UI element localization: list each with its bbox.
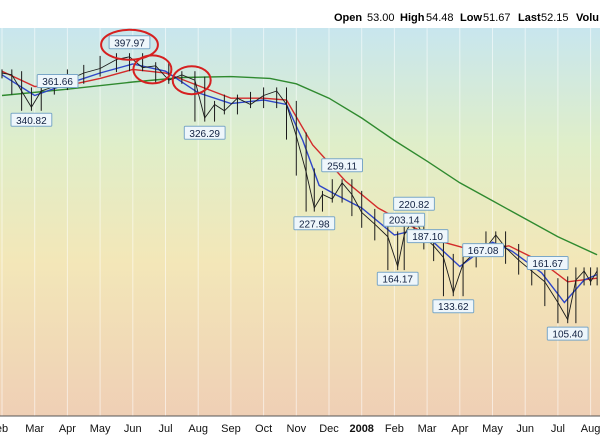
x-tick-label: eb <box>0 423 8 435</box>
price-label: 203.14 <box>383 212 426 227</box>
price-label: 220.82 <box>393 196 435 211</box>
ohlc-header: Open 53.00 High 54.48 Low 51.67 Last 52.… <box>334 12 599 24</box>
price-label-box <box>526 256 569 270</box>
x-tick-label: Sep <box>221 423 241 435</box>
price-label: 326.29 <box>183 125 226 140</box>
high-value: 54.48 <box>426 12 454 24</box>
ma-short-line <box>1 63 598 304</box>
last-label: Last <box>518 12 541 24</box>
x-tick-label: May <box>90 423 111 435</box>
x-tick-label: May <box>482 423 503 435</box>
price-label-text: 203.14 <box>389 216 420 227</box>
price-label-box <box>10 112 53 127</box>
price-label-box <box>321 158 364 173</box>
price-label-text: 105.40 <box>552 330 583 341</box>
x-tick-label: Aug <box>581 423 600 435</box>
x-tick-label: Aug <box>188 423 208 435</box>
x-tick-label: Dec <box>319 423 339 435</box>
price-label-text: 187.10 <box>412 232 443 243</box>
open-value: 53.00 <box>367 12 395 24</box>
price-label-text: 220.82 <box>399 200 430 211</box>
price-label-text: 227.98 <box>299 219 330 230</box>
price-label-box <box>393 196 435 211</box>
price-label: 361.66 <box>36 74 79 88</box>
price-label: 187.10 <box>406 229 449 244</box>
x-tick-label: Nov <box>287 423 307 435</box>
price-label-text: 164.17 <box>382 275 413 286</box>
price-label-text: 397.97 <box>114 38 145 49</box>
price-label: 133.62 <box>432 299 475 314</box>
price-label: 340.82 <box>10 112 53 127</box>
price-label: 259.11 <box>321 158 364 173</box>
x-tick-label: Jul <box>158 423 172 435</box>
x-tick-label: Mar <box>418 423 437 435</box>
high-label: High <box>400 12 425 24</box>
x-tick-label: Oct <box>255 423 272 435</box>
price-label-box <box>293 216 336 231</box>
price-label-text: 361.66 <box>42 77 73 88</box>
highlight-circle <box>132 54 173 85</box>
price-label: 164.17 <box>376 271 419 286</box>
price-label-box <box>432 299 475 314</box>
price-label: 397.97 <box>108 35 151 50</box>
volume-label: Volu <box>576 12 599 24</box>
highlight-circles <box>100 28 212 96</box>
highlight-circle <box>171 65 212 96</box>
price-label-box <box>183 125 226 140</box>
x-tick-label: Apr <box>451 423 468 435</box>
price-label-box <box>546 326 589 341</box>
price-label-box <box>462 243 505 258</box>
open-label: Open <box>334 12 362 24</box>
price-label-text: 326.29 <box>189 129 220 140</box>
price-label-box <box>376 271 419 286</box>
price-label: 227.98 <box>293 216 336 231</box>
price-line <box>1 56 598 321</box>
x-tick-label: Jul <box>551 423 565 435</box>
x-tick-label: Jun <box>124 423 142 435</box>
price-label: 161.67 <box>526 256 569 270</box>
price-label-box <box>406 229 449 244</box>
price-label-box <box>108 35 151 50</box>
x-tick-label: Mar <box>25 423 44 435</box>
price-label-box <box>36 74 79 88</box>
price-label: 105.40 <box>546 326 589 341</box>
price-label-text: 167.08 <box>468 246 499 257</box>
low-label: Low <box>460 12 482 24</box>
price-label-text: 161.67 <box>532 259 563 270</box>
price-labels: 397.97 340.82 361.66 326.29 259.11 227.98 220.… <box>10 35 589 341</box>
x-tick-label: 2008 <box>349 423 373 435</box>
x-tick-label: Apr <box>59 423 76 435</box>
x-axis-ticks: eb Mar Apr May Jun Jul Aug Sep Oct Nov Dec 2008 Feb M… <box>0 423 600 435</box>
price-label: 167.08 <box>462 243 505 258</box>
price-label-text: 133.62 <box>438 302 469 313</box>
low-value: 51.67 <box>483 12 511 24</box>
x-tick-label: Jun <box>516 423 534 435</box>
ma-long-line <box>1 75 598 256</box>
last-value: 52.15 <box>541 12 569 24</box>
price-label-text: 340.82 <box>16 116 47 127</box>
x-tick-label: Feb <box>385 423 404 435</box>
highlight-circle <box>100 28 159 61</box>
price-label-box <box>383 212 426 227</box>
price-label-text: 259.11 <box>327 161 357 172</box>
